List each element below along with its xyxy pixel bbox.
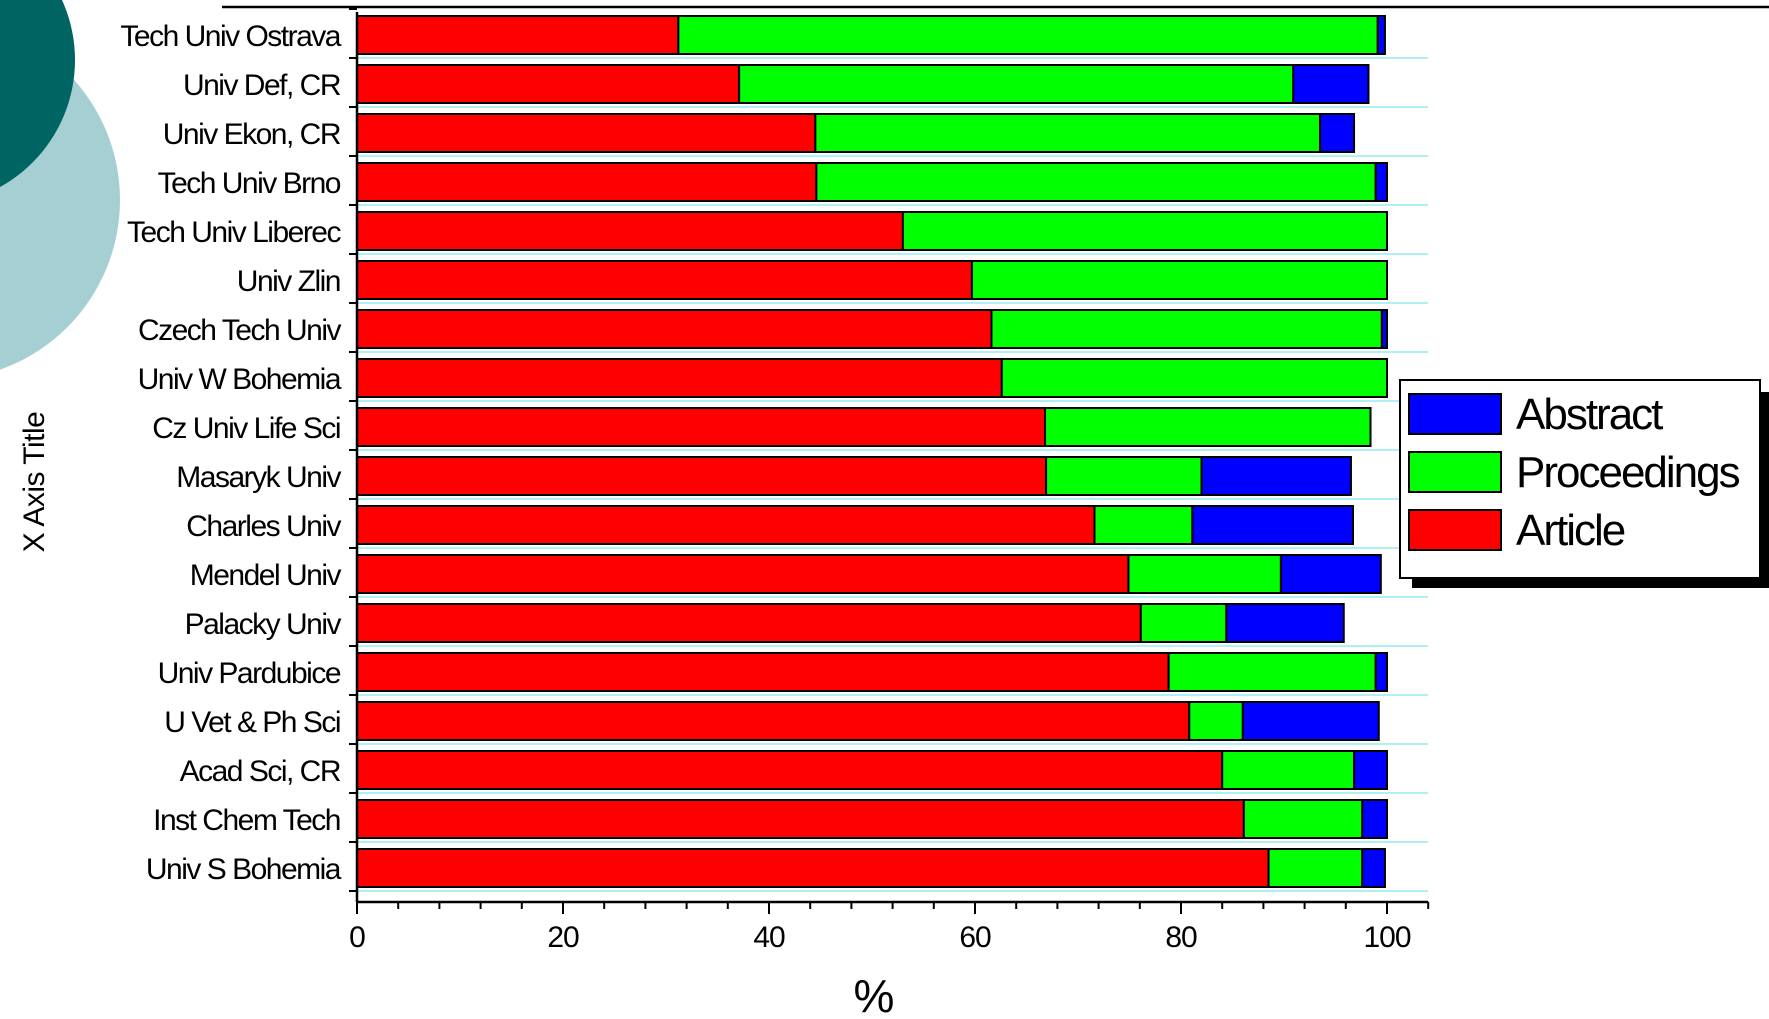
category-label: Palacky Univ <box>185 608 342 641</box>
bar-abstract <box>1380 309 1388 349</box>
bar-abstract <box>1374 652 1389 692</box>
bar-abstract <box>1200 456 1352 496</box>
bar-article <box>356 750 1224 790</box>
bar-proceedings <box>677 15 1379 55</box>
decor-circle-dark <box>0 0 75 187</box>
bar-proceedings <box>1221 750 1356 790</box>
bar-article <box>356 701 1191 741</box>
bar-abstract <box>1191 505 1355 545</box>
legend-label-proceedings: Proceedings <box>1516 448 1740 497</box>
bar-proceedings <box>1044 407 1372 447</box>
category-label: U Vet & Ph Sci <box>164 706 340 739</box>
category-label: Inst Chem Tech <box>153 804 340 837</box>
bar-abstract <box>1319 113 1356 153</box>
bar-proceedings <box>738 64 1295 104</box>
bar-article <box>356 15 680 55</box>
category-label: Charles Univ <box>186 510 341 543</box>
x-tick-label: 40 <box>753 921 785 954</box>
category-label: Tech Univ Ostrava <box>120 20 341 53</box>
bar-article <box>356 456 1048 496</box>
bar-proceedings <box>1093 505 1194 545</box>
bar-proceedings <box>901 211 1389 251</box>
category-labels: Tech Univ Ostrava Univ Def, CR Univ Ekon, … <box>120 20 343 886</box>
bar-article <box>356 113 817 153</box>
category-label: Univ Zlin <box>237 265 340 298</box>
bar-abstract <box>1361 799 1389 839</box>
bar-article <box>356 848 1270 888</box>
bar-proceedings <box>1242 799 1364 839</box>
category-label: Tech Univ Liberec <box>127 216 341 249</box>
bar-proceedings <box>1188 701 1244 741</box>
legend-label-abstract: Abstract <box>1516 390 1663 439</box>
legend: Abstract Proceedings Article <box>1399 379 1769 588</box>
bar-abstract <box>1374 162 1389 202</box>
category-label: Tech Univ Brno <box>158 167 341 200</box>
bar-abstract <box>1292 64 1370 104</box>
y-axis-title: X Axis Title <box>18 412 51 553</box>
bar-article <box>356 260 973 300</box>
x-axis-unit: % <box>854 970 895 1019</box>
category-label: Masaryk Univ <box>176 461 341 494</box>
x-tick-label: 20 <box>547 921 579 954</box>
bar-abstract <box>1376 15 1386 55</box>
bar-article <box>356 505 1096 545</box>
bar-article <box>356 64 741 104</box>
axes <box>349 8 1430 914</box>
bar-article <box>356 358 1003 398</box>
category-label: Czech Tech Univ <box>138 314 342 347</box>
legend-items: Abstract Proceedings Article <box>1408 390 1742 555</box>
bar-article <box>356 211 904 251</box>
category-label: Mendel Univ <box>190 559 342 592</box>
category-label: Univ Pardubice <box>158 657 341 690</box>
bar-article <box>356 799 1245 839</box>
bar-proceedings <box>1127 554 1282 594</box>
bar-proceedings <box>815 162 1377 202</box>
legend-label-article: Article <box>1516 506 1625 555</box>
category-label: Univ S Bohemia <box>146 853 342 886</box>
bar-proceedings <box>1139 603 1228 643</box>
legend-swatch-proceedings <box>1408 451 1502 493</box>
bar-abstract <box>1353 750 1389 790</box>
bars <box>356 15 1389 888</box>
bar-article <box>356 603 1142 643</box>
category-label: Univ W Bohemia <box>138 363 342 396</box>
bar-proceedings <box>1045 456 1203 496</box>
bar-proceedings <box>814 113 1322 153</box>
category-label: Univ Ekon, CR <box>163 118 341 151</box>
category-label: Univ Def, CR <box>183 69 341 102</box>
category-label: Acad Sci, CR <box>180 755 341 788</box>
bar-article <box>356 652 1170 692</box>
legend-swatch-article <box>1408 509 1502 551</box>
gridlines <box>357 57 1429 892</box>
x-tick-label: 0 <box>349 921 365 954</box>
x-tick-label: 60 <box>959 921 991 954</box>
bar-proceedings <box>970 260 1388 300</box>
bar-proceedings <box>1167 652 1377 692</box>
bar-abstract <box>1241 701 1380 741</box>
bar-article <box>356 162 818 202</box>
bar-abstract <box>1279 554 1382 594</box>
bar-proceedings <box>1267 848 1364 888</box>
bar-abstract <box>1361 848 1386 888</box>
bar-proceedings <box>1000 358 1389 398</box>
bar-article <box>356 407 1047 447</box>
x-tick-labels: 0 20 40 60 80 100 <box>349 921 1412 954</box>
bar-article <box>356 309 993 349</box>
category-label: Cz Univ Life Sci <box>152 412 340 445</box>
x-tick-label: 100 <box>1363 921 1410 954</box>
legend-swatch-abstract <box>1408 393 1502 435</box>
bar-article <box>356 554 1130 594</box>
bar-proceedings <box>990 309 1383 349</box>
x-tick-label: 80 <box>1165 921 1197 954</box>
bar-abstract <box>1225 603 1345 643</box>
